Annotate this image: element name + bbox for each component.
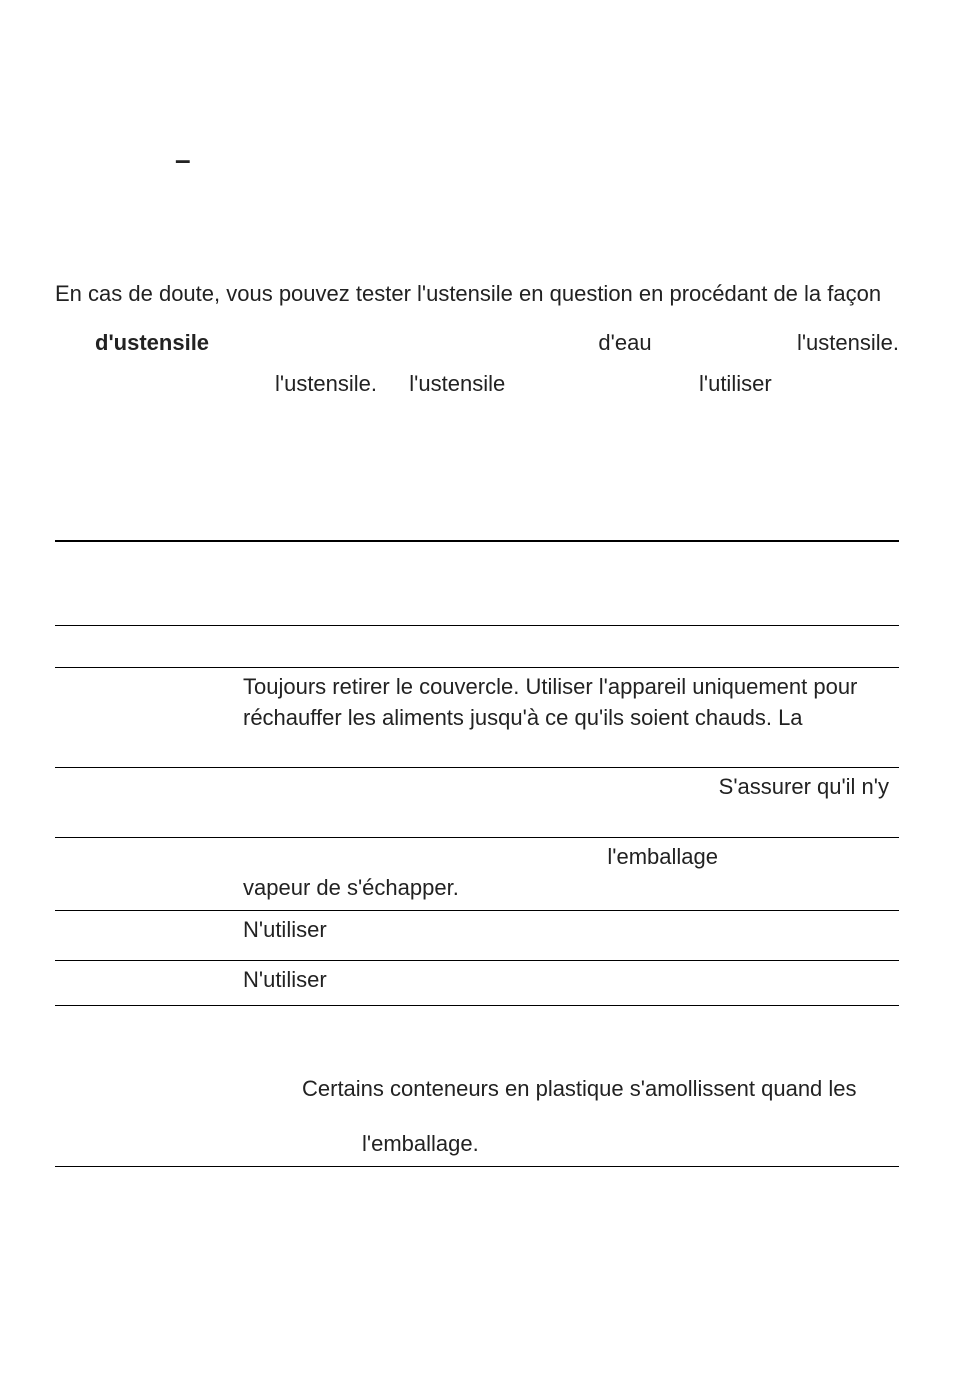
table-row: S'assurer qu'il n'y — [55, 768, 899, 838]
table-row: Certains conteneurs en plastique s'amoll… — [55, 1045, 899, 1125]
table-row — [55, 541, 899, 626]
table-row: l'emballage vapeur de s'échapper. — [55, 838, 899, 911]
toujours-text: Toujours retirer le couvercle. Utiliser … — [242, 668, 899, 768]
material-table: Toujours retirer le couvercle. Utiliser … — [55, 540, 899, 1167]
lemballage-text: l'emballage. — [242, 1125, 899, 1166]
dash-mark: – — [175, 140, 899, 179]
deau-text: d'eau — [598, 328, 651, 359]
lustensile-dot: l'ustensile. — [275, 371, 377, 396]
sassurer-text: S'assurer qu'il n'y — [242, 768, 899, 838]
table-row: N'utiliser — [55, 960, 899, 1005]
table-row: N'utiliser — [55, 910, 899, 960]
nutiliser-text-2: N'utiliser — [242, 960, 899, 1005]
certains-text: Certains conteneurs en plastique s'amoll… — [242, 1045, 899, 1125]
lutiliser: l'utiliser — [699, 371, 772, 396]
table-row — [55, 626, 899, 668]
d-ustensile-label: d'ustensile — [55, 328, 153, 359]
table-row: l'emballage. — [55, 1125, 899, 1166]
table-row — [55, 1005, 899, 1045]
table-row: Toujours retirer le couvercle. Utiliser … — [55, 668, 899, 768]
lustensile: l'ustensile — [409, 371, 505, 396]
emballage-text: l'emballage — [607, 842, 718, 873]
lustensile-right: l'ustensile. — [797, 328, 899, 359]
intro-text: En cas de doute, vous pouvez tester l'us… — [55, 279, 899, 310]
vapeur-text: vapeur de s'échapper. — [243, 873, 898, 904]
nutiliser-text-1: N'utiliser — [242, 910, 899, 960]
